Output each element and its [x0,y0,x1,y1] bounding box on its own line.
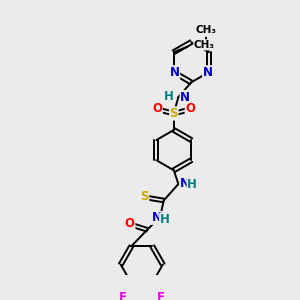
Text: H: H [164,90,174,103]
Text: O: O [185,102,195,116]
Text: CH₃: CH₃ [194,40,215,50]
Text: H: H [187,178,197,191]
Text: N: N [180,91,190,103]
Text: N: N [180,177,190,190]
Text: H: H [160,213,170,226]
Text: N: N [203,66,213,79]
Text: S: S [169,107,178,120]
Text: N: N [152,212,161,224]
Text: O: O [125,217,135,230]
Text: N: N [170,66,180,79]
Text: F: F [118,291,127,300]
Text: O: O [152,102,162,116]
Text: S: S [140,190,149,203]
Text: F: F [157,291,165,300]
Text: CH₃: CH₃ [195,25,216,35]
